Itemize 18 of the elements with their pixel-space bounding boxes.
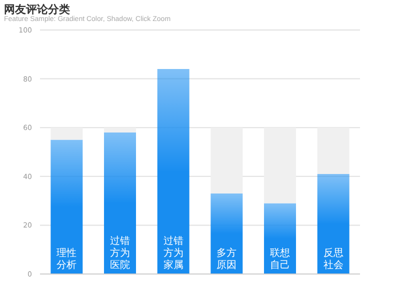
x-tick-label: 多方原因: [216, 247, 237, 271]
x-tick-label: 过错方为医院: [110, 235, 130, 271]
x-tick-label: 联想自己: [270, 247, 290, 271]
bar: [210, 128, 243, 194]
chart-title: 网友评论分类: [4, 2, 70, 16]
x-tick-label: 反思社会: [323, 247, 344, 271]
bar: [50, 140, 83, 274]
bar: [264, 203, 296, 274]
bar: [104, 132, 136, 274]
bar: [264, 128, 296, 204]
x-tick-label: 理性分析: [56, 247, 77, 271]
x-tick-label: 过错方为家属: [163, 235, 184, 271]
bar: [317, 174, 350, 274]
bar: [210, 193, 243, 274]
bar: [317, 128, 350, 174]
bar: [157, 69, 190, 274]
bar: [104, 128, 136, 132]
bar: [50, 128, 83, 140]
